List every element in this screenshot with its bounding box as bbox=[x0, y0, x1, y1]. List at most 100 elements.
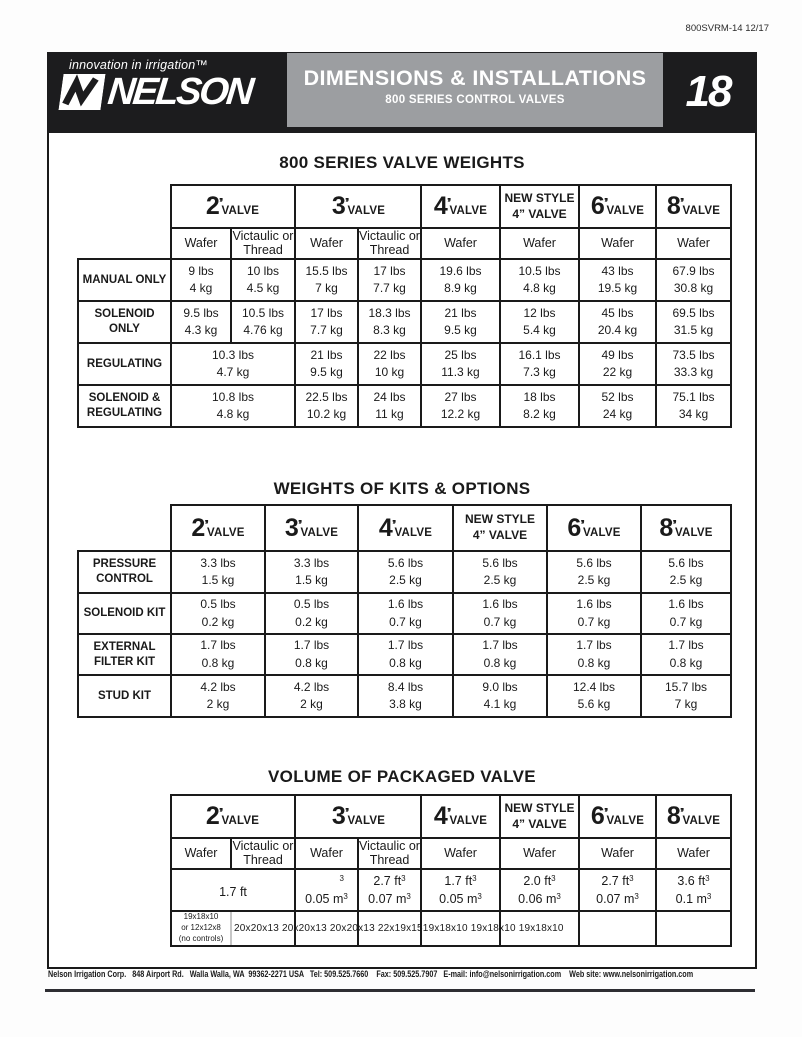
table-row: PRESSURE CONTROL 3.3 lbs 1.5 kg 3.3 lbs 1.… bbox=[77, 550, 732, 594]
weight-cell: 0.5 lbs 0.2 kg bbox=[170, 592, 266, 635]
volume-cell: 2.7 ft3 0.07 m3 bbox=[578, 868, 657, 912]
table-row: MANUAL ONLY 9 lbs 4 kg 10 lbs 4.5 kg 15.5 … bbox=[77, 258, 732, 302]
valve-weights-table: 2’’VALVE 3’’VALVE 4’’VALVE NEW STYLE 4” V… bbox=[77, 184, 732, 428]
weight-cell: 15.7 lbs 7 kg bbox=[640, 674, 732, 718]
box-size-cell bbox=[294, 910, 359, 947]
col-header-8in-valve: 8’’VALVE bbox=[640, 504, 732, 552]
weight-cell: 10.5 lbs 4.76 kg bbox=[230, 300, 296, 344]
weight-cell: 8.4 lbs 3.8 kg bbox=[357, 674, 454, 718]
weight-cell: 15.5 lbs 7 kg bbox=[294, 258, 359, 302]
table-row: 19x18x10 or 12x12x8 (no controls) bbox=[170, 910, 732, 947]
brand-name: NELSON bbox=[105, 71, 254, 113]
box-size-cell bbox=[231, 910, 296, 947]
volume-cell-2in-merged: 1.7 ft bbox=[170, 868, 296, 912]
weight-cell: 4.2 lbs 2 kg bbox=[264, 674, 359, 718]
subheader-victaulic: Victaulic or Thread bbox=[357, 227, 422, 260]
subheader-wafer: Wafer bbox=[420, 837, 501, 870]
weight-cell: 9.5 lbs 4.3 kg bbox=[170, 300, 232, 344]
table-row: SOLENOID KIT 0.5 lbs 0.2 kg 0.5 lbs 0.2 kg… bbox=[77, 592, 732, 635]
weight-cell: 52 lbs 24 kg bbox=[578, 384, 657, 428]
col-header-new-style-4in-valve: NEW STYLE 4” VALVE bbox=[452, 504, 548, 552]
subheader-wafer: Wafer bbox=[294, 227, 359, 260]
nelson-logo: NELSON bbox=[58, 71, 254, 113]
table-row: EXTERNAL FILTER KIT 1.7 lbs 0.8 kg 1.7 lb… bbox=[77, 633, 732, 676]
subheader-victaulic: Victaulic or Thread bbox=[357, 837, 422, 870]
subheader-wafer: Wafer bbox=[578, 837, 657, 870]
weight-cell: 43 lbs 19.5 kg bbox=[578, 258, 657, 302]
weight-cell: 1.7 lbs 0.8 kg bbox=[357, 633, 454, 676]
row-label-external-filter-kit: EXTERNAL FILTER KIT bbox=[77, 633, 172, 676]
content-frame: innovation in irrigation™ NELSON DIMENSI… bbox=[47, 52, 757, 969]
table3-title: VOLUME OF PACKAGED VALVE bbox=[268, 767, 536, 786]
table2-title: WEIGHTS OF KITS & OPTIONS bbox=[273, 479, 531, 498]
weight-cell: 17 lbs 7.7 kg bbox=[294, 300, 359, 344]
weight-cell: 12 lbs 5.4 kg bbox=[499, 300, 580, 344]
volume-cell: 3.6 ft3 0.1 m3 bbox=[655, 868, 732, 912]
weight-cell: 16.1 lbs 7.3 kg bbox=[499, 342, 580, 386]
row-label-regulating: REGULATING bbox=[77, 342, 172, 386]
weight-cell: 49 lbs 22 kg bbox=[578, 342, 657, 386]
table-row: SOLENOID ONLY 9.5 lbs 4.3 kg 10.5 lbs 4.76… bbox=[77, 300, 732, 344]
document-code: 800SVRM-14 12/17 bbox=[685, 23, 769, 34]
kits-options-table: 2’’VALVE 3’’VALVE 4’’VALVE NEW STYLE 4” V… bbox=[77, 504, 732, 718]
subheader-wafer: Wafer bbox=[578, 227, 657, 260]
row-label-solenoid-kit: SOLENOID KIT bbox=[77, 592, 172, 635]
volume-table: 2’’VALVE 3’’VALVE 4’’VALVE NEW STYLE 4” V… bbox=[170, 794, 732, 947]
col-header-3in-valve: 3’’VALVE bbox=[294, 184, 422, 229]
weight-cell: 10 lbs 4.5 kg bbox=[230, 258, 296, 302]
header-spacer bbox=[78, 505, 171, 551]
page-number: 18 bbox=[685, 66, 733, 116]
weight-cell: 4.2 lbs 2 kg bbox=[170, 674, 266, 718]
weight-cell: 12.4 lbs 5.6 kg bbox=[546, 674, 642, 718]
box-size-cell bbox=[655, 910, 732, 947]
weight-cell: 18.3 lbs 8.3 kg bbox=[357, 300, 422, 344]
weight-cell: 25 lbs 11.3 kg bbox=[420, 342, 501, 386]
weight-cell: 3.3 lbs 1.5 kg bbox=[170, 550, 266, 594]
weight-cell: 21 lbs 9.5 kg bbox=[294, 342, 359, 386]
row-label-manual-only: MANUAL ONLY bbox=[77, 258, 172, 302]
weight-cell: 24 lbs 11 kg bbox=[357, 384, 422, 428]
volume-cell: 1.7 ft3 0.05 m3 bbox=[420, 868, 501, 912]
header-title-panel: DIMENSIONS & INSTALLATIONS 800 SERIES CO… bbox=[287, 53, 663, 127]
row-label-pressure-control: PRESSURE CONTROL bbox=[77, 550, 172, 594]
weight-cell: 21 lbs 9.5 kg bbox=[420, 300, 501, 344]
subheader-victaulic: Victaulic or Thread bbox=[230, 227, 296, 260]
weight-cell: 1.7 lbs 0.8 kg bbox=[640, 633, 732, 676]
subheader-wafer: Wafer bbox=[420, 227, 501, 260]
col-header-8in-valve: 8’’VALVE bbox=[655, 184, 732, 229]
box-size-cell bbox=[499, 910, 580, 947]
col-header-3in-valve: 3’’VALVE bbox=[264, 504, 359, 552]
subheader-wafer: Wafer bbox=[499, 227, 580, 260]
weight-cell: 75.1 lbs 34 kg bbox=[655, 384, 732, 428]
page-title: DIMENSIONS & INSTALLATIONS bbox=[303, 66, 647, 90]
weight-cell: 73.5 lbs 33.3 kg bbox=[655, 342, 732, 386]
box-size-cell-2in-wafer: 19x18x10 or 12x12x8 (no controls) bbox=[170, 910, 232, 947]
box-size-cell bbox=[420, 910, 501, 947]
col-header-2in-valve: 2’’VALVE bbox=[170, 184, 296, 229]
footer-rule bbox=[45, 989, 755, 992]
brand-tagline: innovation in irrigation™ bbox=[69, 58, 209, 72]
box-size-cell bbox=[578, 910, 657, 947]
weight-cell: 22 lbs 10 kg bbox=[357, 342, 422, 386]
weight-cell: 18 lbs 8.2 kg bbox=[499, 384, 580, 428]
col-header-8in-valve: 8’’VALVE bbox=[655, 794, 732, 839]
subheader-victaulic: Victaulic or Thread bbox=[230, 837, 296, 870]
volume-table-wrap: 2’’VALVE 3’’VALVE 4’’VALVE NEW STYLE 4” V… bbox=[170, 794, 734, 949]
weight-cell: 1.7 lbs 0.8 kg bbox=[452, 633, 548, 676]
col-header-6in-valve: 6’’VALVE bbox=[578, 184, 657, 229]
weight-cell: 1.6 lbs 0.7 kg bbox=[357, 592, 454, 635]
volume-cell: 2.7 ft3 0.07 m3 bbox=[357, 868, 422, 912]
weight-cell: 1.7 lbs 0.8 kg bbox=[546, 633, 642, 676]
subheader-wafer: Wafer bbox=[499, 837, 580, 870]
weight-cell: 0.5 lbs 0.2 kg bbox=[264, 592, 359, 635]
weight-cell: 22.5 lbs 10.2 kg bbox=[294, 384, 359, 428]
page-subtitle: 800 SERIES CONTROL VALVES bbox=[385, 94, 565, 106]
col-header-3in-valve: 3’’VALVE bbox=[294, 794, 422, 839]
col-header-6in-valve: 6’’VALVE bbox=[546, 504, 642, 552]
nelson-logo-icon bbox=[58, 74, 106, 110]
weight-cell: 19.6 lbs 8.9 kg bbox=[420, 258, 501, 302]
col-header-2in-valve: 2’’VALVE bbox=[170, 794, 296, 839]
weight-cell: 9 lbs 4 kg bbox=[170, 258, 232, 302]
weight-cell-merged: 10.3 lbs 4.7 kg bbox=[170, 342, 296, 386]
